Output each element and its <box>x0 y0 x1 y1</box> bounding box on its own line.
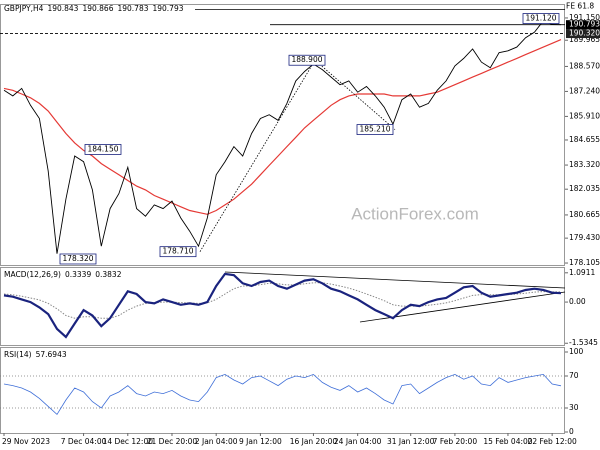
y-tick-label: 0 <box>569 427 574 436</box>
y-tick-label: 179.430 <box>569 233 600 242</box>
y-tick-label: 100 <box>569 347 584 356</box>
annotation-label: 185.210 <box>359 125 390 134</box>
x-tick-label: 24 Jan 04:00 <box>334 437 382 446</box>
y-tick-label: 180.665 <box>569 210 600 219</box>
trend-line <box>199 60 316 252</box>
x-tick-label: 22 Feb 12:00 <box>528 437 577 446</box>
y-tick-label: 30 <box>569 403 579 412</box>
price-tag <box>566 20 600 30</box>
panel-header: RSI(14) 57.6943 <box>4 350 67 359</box>
indicator-name: MACD(12,26,9) <box>4 270 61 279</box>
symbol: GBPJPY,H4 <box>4 4 44 13</box>
annotation-box <box>159 246 197 258</box>
series-line <box>3 20 562 254</box>
x-tick-label: 29 Nov 2023 <box>2 437 50 446</box>
indicator-value: 57.6943 <box>36 350 67 359</box>
x-tick-label: 14 Dec 12:00 <box>103 437 154 446</box>
x-tick-label: 2 Jan 04:00 <box>195 437 238 446</box>
annotation-box <box>288 54 326 66</box>
series-line <box>3 282 561 319</box>
y-tick-label: 187.240 <box>569 86 600 95</box>
rsi-panel <box>0 347 565 434</box>
series-line <box>3 373 562 416</box>
y-tick-label: 189.965 <box>569 35 600 44</box>
indicator-value: 0.3339 <box>65 270 91 279</box>
panel-header: GBPJPY,H4 190.843 190.866 190.783 190.793 <box>4 4 184 13</box>
y-tick-label: -1.5345 <box>569 338 598 347</box>
series-line <box>3 272 562 339</box>
y-tick-label: 188.570 <box>569 61 600 70</box>
annotation-box <box>522 13 560 24</box>
fe-label: FE 61.8 <box>566 2 594 11</box>
y-tick-label: 70 <box>569 371 579 380</box>
annotation-label: 178.320 <box>62 254 93 263</box>
y-tick-label: 182.035 <box>569 184 600 193</box>
y-tick-label: 1.0911 <box>569 268 595 277</box>
ohlc-value: 190.866 <box>82 4 113 13</box>
watermark: ActionForex.com <box>351 204 479 223</box>
annotation-box <box>84 144 122 155</box>
macd-panel <box>0 267 565 346</box>
annotation-label: 184.150 <box>87 144 118 153</box>
x-tick-label: 15 Feb 04:00 <box>483 437 532 446</box>
y-tick-label: 184.655 <box>569 135 600 144</box>
x-tick-label: 31 Jan 12:00 <box>387 437 435 446</box>
indicator-value: 0.3832 <box>95 270 121 279</box>
ohlc-value: 190.843 <box>47 4 78 13</box>
price-tag <box>566 29 600 39</box>
annotation-label: 191.120 <box>525 14 556 23</box>
trend-line <box>314 59 396 130</box>
x-tick-label: 9 Jan 12:00 <box>239 437 282 446</box>
price-panel <box>0 4 565 266</box>
ohlc-value: 190.793 <box>152 4 183 13</box>
ohlc-value: 190.783 <box>117 4 148 13</box>
series-line <box>3 39 562 215</box>
x-tick-label: 7 Dec 04:00 <box>61 437 107 446</box>
annotation-label: 188.900 <box>291 55 322 64</box>
y-tick-label: 183.320 <box>569 160 600 169</box>
annotation-label: 178.710 <box>162 247 193 256</box>
indicator-name: RSI(14) <box>4 350 32 359</box>
macd-trendline <box>224 271 566 289</box>
y-tick-label: 185.910 <box>569 111 600 120</box>
y-tick-label: 0.00 <box>569 297 586 306</box>
x-tick-label: 16 Jan 20:00 <box>290 437 338 446</box>
price-tag-label: 190.320 <box>569 29 600 38</box>
price-tag-label: 190.793 <box>569 20 600 29</box>
annotation-box <box>59 253 97 265</box>
annotation-box <box>356 124 394 135</box>
panel-header: MACD(12,26,9) 0.3339 0.3832 <box>4 270 122 279</box>
y-tick-label: 191.150 <box>569 13 600 22</box>
y-tick-label: 178.105 <box>569 258 600 267</box>
x-tick-label: 21 Dec 20:00 <box>147 437 198 446</box>
x-tick-label: 7 Feb 20:00 <box>433 437 478 446</box>
